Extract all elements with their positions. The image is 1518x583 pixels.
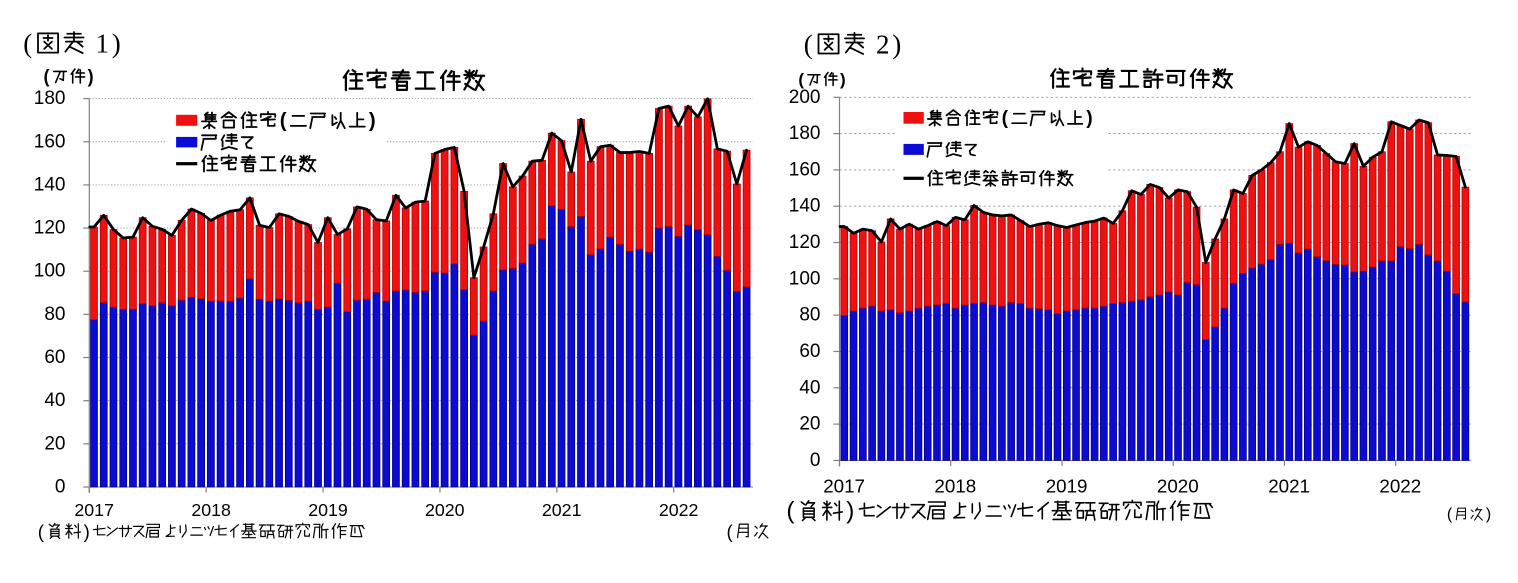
svg-text:): ) <box>84 521 90 542</box>
svg-text:): ) <box>88 66 94 86</box>
svg-text:2018: 2018 <box>191 500 231 520</box>
svg-text:2020: 2020 <box>425 500 465 520</box>
svg-text:): ) <box>846 498 854 525</box>
svg-text:2018: 2018 <box>934 476 976 497</box>
svg-text:(: ( <box>1447 506 1453 523</box>
svg-text:160: 160 <box>789 159 821 180</box>
svg-text:0: 0 <box>55 477 66 498</box>
svg-text:100: 100 <box>34 261 66 282</box>
svg-text:2019: 2019 <box>1046 476 1088 497</box>
svg-text:(: ( <box>786 498 794 525</box>
svg-text:100: 100 <box>789 268 821 289</box>
svg-text:40: 40 <box>44 390 65 411</box>
svg-text:2021: 2021 <box>542 500 582 520</box>
svg-text:2022: 2022 <box>659 500 699 520</box>
svg-text:1: 1 <box>96 29 110 59</box>
svg-text:200: 200 <box>789 87 821 108</box>
svg-text:40: 40 <box>799 377 820 398</box>
svg-text:120: 120 <box>34 218 66 239</box>
svg-text:180: 180 <box>789 123 821 144</box>
svg-text:(: ( <box>38 521 45 542</box>
svg-text:): ) <box>1086 108 1092 129</box>
svg-text:): ) <box>112 29 121 59</box>
svg-text:): ) <box>369 110 376 132</box>
svg-text:80: 80 <box>799 305 820 326</box>
svg-text:(: ( <box>23 29 32 59</box>
svg-text:20: 20 <box>44 433 65 454</box>
svg-text:180: 180 <box>34 88 66 109</box>
svg-text:20: 20 <box>799 414 820 435</box>
svg-text:2020: 2020 <box>1157 476 1199 497</box>
svg-text:120: 120 <box>789 232 821 253</box>
svg-text:): ) <box>892 29 901 59</box>
svg-text:2017: 2017 <box>823 476 865 497</box>
svg-text:(: ( <box>280 110 287 132</box>
svg-text:(: ( <box>44 66 50 86</box>
svg-text:0: 0 <box>810 450 821 471</box>
svg-text:(: ( <box>804 29 813 59</box>
svg-text:(: ( <box>798 70 804 89</box>
svg-text:2022: 2022 <box>1379 476 1421 497</box>
svg-text:160: 160 <box>34 131 66 152</box>
svg-text:(: ( <box>727 521 734 542</box>
svg-text:): ) <box>1486 506 1491 523</box>
svg-text:60: 60 <box>799 341 820 362</box>
svg-text:80: 80 <box>44 304 65 325</box>
svg-text:2021: 2021 <box>1268 476 1310 497</box>
svg-text:60: 60 <box>44 347 65 368</box>
svg-text:140: 140 <box>789 196 821 217</box>
svg-text:(: ( <box>1002 108 1009 129</box>
svg-text:2019: 2019 <box>308 500 348 520</box>
svg-text:2: 2 <box>876 29 890 59</box>
svg-text:140: 140 <box>34 174 66 195</box>
svg-text:2017: 2017 <box>74 500 114 520</box>
svg-text:): ) <box>840 70 846 89</box>
